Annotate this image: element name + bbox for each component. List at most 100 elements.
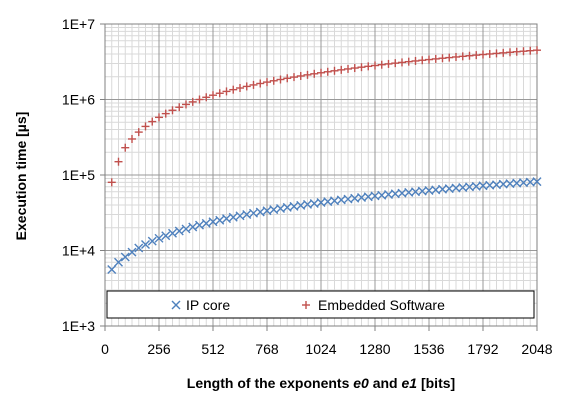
series-layer	[107, 46, 542, 275]
legend-box	[106, 290, 535, 319]
marker-stroke	[498, 179, 508, 189]
data-point-embedded-software	[215, 89, 224, 98]
data-point-ip-core	[188, 222, 198, 232]
data-point-ip-core	[141, 240, 150, 250]
marker-stroke	[215, 215, 225, 225]
data-point-ip-core	[532, 177, 542, 187]
y-tick-label: 1E+5	[62, 167, 95, 183]
legend-label-ip-core: IP core	[186, 297, 230, 313]
marker-stroke	[363, 192, 373, 202]
data-point-embedded-software	[290, 73, 298, 82]
marker-stroke	[330, 196, 339, 206]
data-point-embedded-software	[458, 52, 467, 61]
marker-stroke	[188, 222, 198, 232]
x-tick-label: 768	[255, 341, 279, 357]
x-tick-label: 1792	[467, 341, 498, 357]
data-point-embedded-software	[303, 70, 312, 79]
data-point-embedded-software	[404, 57, 413, 66]
data-point-embedded-software	[384, 59, 393, 68]
marker-stroke	[444, 184, 454, 194]
data-point-embedded-software	[337, 65, 346, 74]
marker-stroke	[255, 207, 265, 217]
marker-stroke	[465, 182, 474, 192]
marker-stroke	[350, 193, 360, 203]
marker-stroke	[208, 217, 218, 227]
marker-stroke	[276, 204, 285, 213]
data-point-embedded-software	[499, 48, 508, 57]
data-point-ip-core	[120, 252, 130, 262]
data-point-embedded-software	[445, 53, 454, 62]
data-point-embedded-software	[195, 95, 204, 104]
data-point-embedded-software	[526, 46, 535, 55]
data-point-embedded-software	[296, 71, 305, 80]
data-point-embedded-software	[344, 64, 352, 73]
data-point-embedded-software	[371, 61, 379, 70]
x-axis-title-suffix: [bits]	[417, 375, 455, 391]
data-point-embedded-software	[512, 47, 521, 56]
x-axis-title-var2: e1	[402, 375, 418, 391]
marker-stroke	[174, 226, 184, 236]
data-point-embedded-software	[256, 79, 265, 88]
marker-stroke	[269, 205, 279, 215]
marker-stroke	[424, 185, 434, 195]
marker-stroke	[134, 243, 144, 253]
data-point-embedded-software	[107, 178, 116, 187]
x-axis-title-var1: e0	[353, 375, 369, 391]
data-point-embedded-software	[168, 106, 177, 115]
marker-stroke	[458, 182, 468, 192]
x-tick-label: 0	[101, 341, 109, 357]
y-axis-title: Execution time [µs]	[13, 112, 29, 241]
marker-stroke	[404, 187, 414, 197]
data-point-ip-core	[127, 247, 137, 257]
x-tick-label: 1280	[359, 341, 390, 357]
x-tick-label: 512	[201, 341, 225, 357]
marker-stroke	[303, 199, 312, 209]
data-point-embedded-software	[249, 80, 258, 89]
x-axis-ticks: 0 256 512 768 1024 1280 1536 1792 2048	[101, 326, 553, 357]
data-point-embedded-software	[155, 113, 163, 122]
data-point-ip-core	[154, 233, 164, 243]
data-point-embedded-software	[506, 48, 514, 57]
data-point-embedded-software	[479, 50, 487, 59]
data-point-embedded-software	[276, 75, 285, 84]
data-point-ip-core	[195, 220, 204, 230]
marker-stroke	[168, 228, 177, 238]
marker-stroke	[370, 191, 380, 201]
data-point-embedded-software	[323, 67, 332, 76]
data-point-ip-core	[242, 209, 252, 219]
y-axis-ticks: 1E+3 1E+4 1E+5 1E+6 1E+7	[62, 16, 105, 334]
legend: IP core Embedded Software	[106, 290, 535, 319]
marker-stroke	[390, 189, 400, 199]
y-tick-label: 1E+7	[62, 16, 95, 32]
marker-stroke	[181, 224, 191, 234]
data-point-embedded-software	[391, 59, 400, 68]
data-point-embedded-software	[229, 85, 238, 94]
data-point-embedded-software	[431, 54, 440, 63]
data-point-embedded-software	[310, 69, 319, 78]
marker-stroke	[107, 265, 117, 275]
data-point-embedded-software	[209, 91, 217, 100]
data-point-embedded-software	[485, 49, 494, 58]
data-point-ip-core	[228, 212, 238, 222]
data-point-embedded-software	[472, 51, 481, 60]
data-point-embedded-software	[128, 134, 136, 143]
data-point-ip-core	[208, 217, 218, 227]
data-point-ip-core	[215, 215, 225, 225]
data-point-embedded-software	[202, 93, 211, 102]
series-embedded-software	[107, 46, 541, 187]
marker-stroke	[296, 200, 306, 210]
data-point-ip-core	[181, 224, 191, 234]
marker-stroke	[471, 181, 481, 191]
data-point-embedded-software	[398, 58, 406, 67]
marker-stroke	[431, 185, 441, 195]
data-point-embedded-software	[418, 56, 427, 65]
data-point-embedded-software	[269, 76, 278, 85]
data-point-embedded-software	[438, 54, 447, 63]
data-point-embedded-software	[350, 64, 359, 73]
data-point-embedded-software	[465, 51, 474, 60]
marker-stroke	[242, 209, 252, 219]
marker-stroke	[316, 198, 326, 208]
marker-stroke	[147, 236, 157, 246]
marker-stroke	[228, 212, 238, 222]
data-point-embedded-software	[317, 68, 325, 77]
